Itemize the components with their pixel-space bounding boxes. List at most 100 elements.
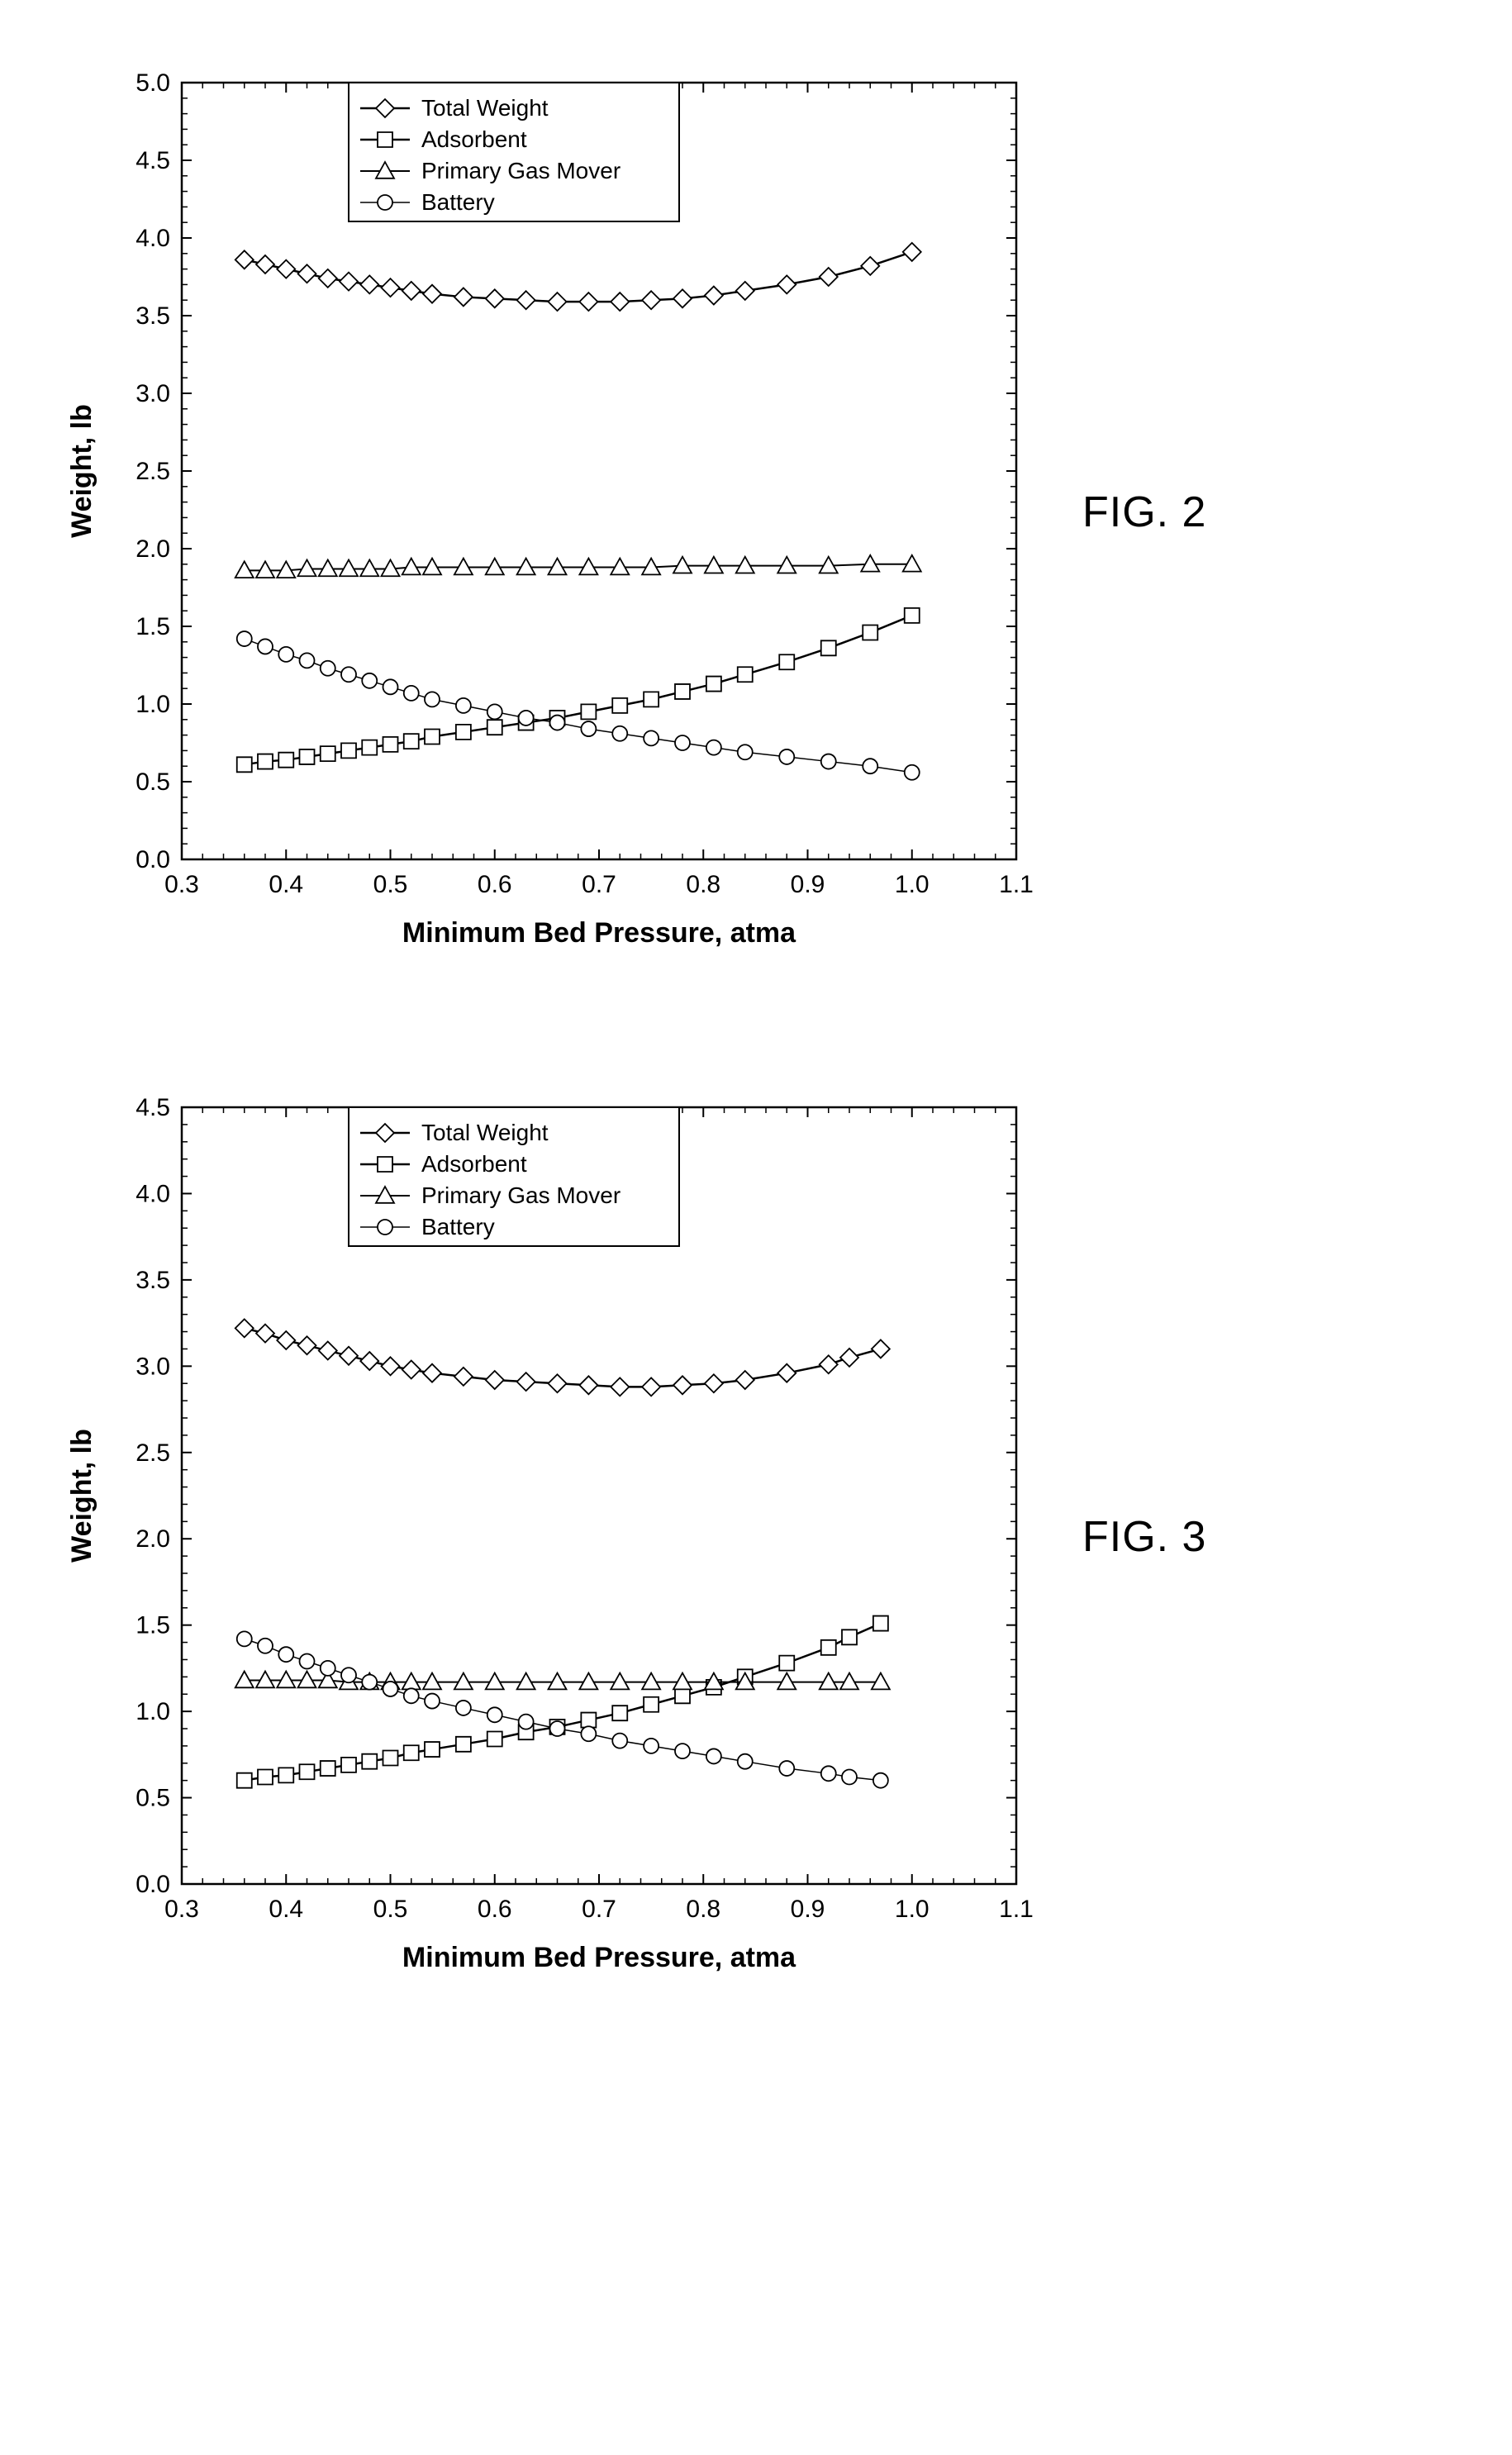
series-marker	[404, 734, 419, 749]
figure-container: 0.30.40.50.60.70.80.91.01.10.00.51.01.52…	[50, 50, 1462, 975]
chart-fig3: 0.30.40.50.60.70.80.91.01.10.00.51.01.52…	[50, 1074, 1041, 2000]
series-marker	[644, 1739, 659, 1753]
series-marker	[341, 1758, 356, 1772]
series-marker	[706, 677, 721, 692]
series-marker	[362, 1675, 377, 1690]
series-marker	[873, 1616, 888, 1631]
legend-label: Primary Gas Mover	[421, 158, 620, 183]
series-marker	[456, 1737, 471, 1752]
x-tick-label: 1.1	[999, 1896, 1034, 1923]
series-marker	[321, 661, 335, 676]
series-marker	[362, 1754, 377, 1769]
series-marker	[404, 1688, 419, 1703]
legend-label: Battery	[421, 1214, 495, 1239]
series-marker	[612, 726, 627, 741]
series-marker	[237, 631, 252, 646]
series-marker	[842, 1769, 857, 1784]
figure-container: 0.30.40.50.60.70.80.91.01.10.00.51.01.52…	[50, 1074, 1462, 2000]
y-tick-label: 1.5	[136, 613, 170, 640]
series-marker	[612, 698, 627, 713]
series-marker	[842, 1630, 857, 1644]
series-marker	[321, 1761, 335, 1776]
series-marker	[341, 667, 356, 682]
figure-label: FIG. 2	[1082, 488, 1206, 537]
series-marker	[863, 626, 877, 640]
y-tick-label: 2.0	[136, 1525, 170, 1553]
series-marker	[383, 737, 398, 752]
legend-label: Total Weight	[421, 1120, 549, 1145]
series-marker	[278, 647, 293, 662]
series-marker	[258, 639, 273, 654]
x-tick-label: 0.7	[582, 1896, 616, 1923]
series-marker	[821, 640, 836, 655]
x-tick-label: 1.0	[895, 871, 930, 898]
series-marker	[383, 679, 398, 694]
x-tick-label: 0.6	[478, 871, 512, 898]
series-marker	[425, 692, 440, 707]
legend-label: Primary Gas Mover	[421, 1182, 620, 1208]
y-tick-label: 2.5	[136, 458, 170, 485]
series-marker	[675, 1744, 690, 1758]
series-marker	[237, 1773, 252, 1788]
x-tick-label: 1.0	[895, 1896, 930, 1923]
x-tick-label: 1.1	[999, 871, 1034, 898]
legend-label: Adsorbent	[421, 1151, 527, 1177]
y-tick-label: 3.5	[136, 1267, 170, 1294]
chart-svg: 0.30.40.50.60.70.80.91.01.10.00.51.01.52…	[50, 50, 1041, 975]
series-marker	[644, 692, 659, 707]
series-marker	[738, 745, 753, 759]
series-marker	[706, 740, 721, 755]
series-marker	[300, 1654, 315, 1669]
series-marker	[425, 1694, 440, 1709]
legend-label: Battery	[421, 189, 495, 215]
series-marker	[644, 730, 659, 745]
series-marker	[300, 749, 315, 764]
x-tick-label: 0.5	[373, 871, 408, 898]
legend-label: Adsorbent	[421, 126, 527, 152]
y-tick-label: 0.5	[136, 768, 170, 796]
x-tick-label: 0.8	[686, 871, 720, 898]
series-marker	[738, 1754, 753, 1769]
y-tick-label: 1.0	[136, 691, 170, 718]
series-marker	[341, 1668, 356, 1682]
x-tick-label: 0.4	[269, 1896, 303, 1923]
series-marker	[644, 1697, 659, 1712]
y-tick-label: 4.5	[136, 147, 170, 174]
legend-label: Total Weight	[421, 95, 549, 121]
y-axis-label: Weight, lb	[66, 404, 97, 538]
series-marker	[821, 1766, 836, 1781]
series-marker	[863, 759, 877, 773]
series-marker	[612, 1706, 627, 1720]
x-tick-label: 0.6	[478, 1896, 512, 1923]
series-marker	[404, 1745, 419, 1760]
series-marker	[456, 725, 471, 740]
series-marker	[821, 754, 836, 769]
series-marker	[905, 765, 920, 780]
series-marker	[425, 729, 440, 744]
series-marker	[425, 1742, 440, 1757]
series-marker	[456, 1701, 471, 1715]
series-marker	[675, 1688, 690, 1703]
series-marker	[300, 653, 315, 668]
y-tick-label: 1.0	[136, 1698, 170, 1725]
series-marker	[581, 1726, 596, 1741]
series-marker	[779, 749, 794, 764]
series-marker	[278, 753, 293, 768]
x-tick-label: 0.7	[582, 871, 616, 898]
series-marker	[321, 746, 335, 761]
series-marker	[278, 1647, 293, 1662]
x-axis-label: Minimum Bed Pressure, atma	[402, 1942, 796, 1973]
y-tick-label: 3.0	[136, 380, 170, 407]
y-axis-label: Weight, lb	[66, 1429, 97, 1563]
chart-fig2: 0.30.40.50.60.70.80.91.01.10.00.51.01.52…	[50, 50, 1041, 975]
series-marker	[383, 1751, 398, 1766]
chart-svg: 0.30.40.50.60.70.80.91.01.10.00.51.01.52…	[50, 1074, 1041, 2000]
series-marker	[487, 704, 502, 719]
y-tick-label: 3.0	[136, 1353, 170, 1380]
series-marker	[487, 1732, 502, 1747]
series-marker	[581, 704, 596, 719]
series-marker	[581, 721, 596, 736]
series-marker	[258, 1769, 273, 1784]
series-marker	[487, 1707, 502, 1722]
series-marker	[237, 1631, 252, 1646]
